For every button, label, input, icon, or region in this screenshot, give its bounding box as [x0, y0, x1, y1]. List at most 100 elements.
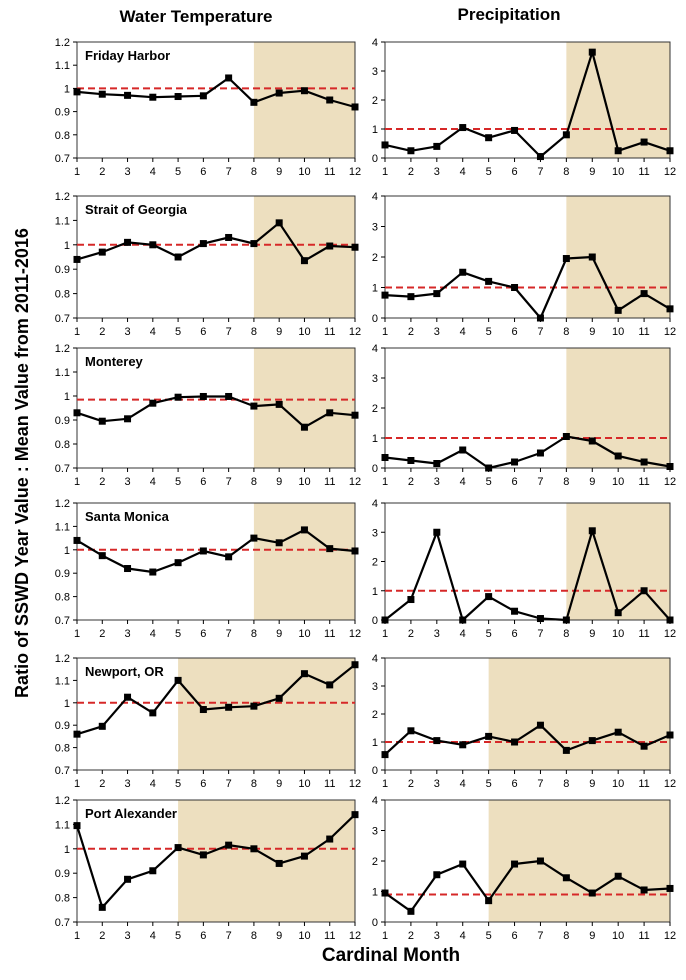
- panel-santa-monica-precipitation-ytick-label: 2: [372, 557, 378, 569]
- panel-port-alexander-water-temperature-point-m2: [98, 903, 106, 911]
- panel-newport-or-water-temperature-xtick-label: 4: [150, 778, 156, 790]
- panel-port-alexander-water-temperature-xtick-label: 11: [324, 930, 335, 942]
- panel-strait-of-georgia-precipitation-xtick-label: 2: [408, 326, 414, 338]
- panel-santa-monica-precipitation-ytick-label: 4: [372, 498, 378, 510]
- panel-friday-harbor-water-temperature-point-m5: [174, 93, 182, 101]
- panel-friday-harbor-water-temperature-site-label: Friday Harbor: [85, 48, 170, 63]
- panel-strait-of-georgia-water-temperature-site-label: Strait of Georgia: [85, 202, 188, 217]
- panel-newport-or-water-temperature-xtick-label: 7: [226, 778, 232, 790]
- panel-monterey-water-temperature-point-m5: [174, 393, 182, 401]
- panel-friday-harbor-water-temperature-point-m12: [351, 103, 359, 111]
- panel-strait-of-georgia-precipitation-xtick-label: 7: [537, 326, 543, 338]
- panel-port-alexander-water-temperature-point-m9: [275, 859, 283, 867]
- panel-strait-of-georgia-precipitation-point-m12: [666, 305, 674, 313]
- panel-monterey-precipitation-ytick-label: 1: [372, 433, 378, 445]
- panel-monterey-water-temperature-point-m11: [326, 409, 334, 417]
- panel-monterey-water-temperature-frame: [76, 347, 356, 469]
- panel-santa-monica-precipitation-xtick-label: 8: [563, 628, 569, 640]
- panel-port-alexander-water-temperature-point-m1: [73, 822, 81, 830]
- panel-santa-monica-precipitation-ytick-label: 3: [372, 527, 378, 539]
- column-title-precipitation: Precipitation: [458, 5, 561, 24]
- panel-port-alexander-precipitation-point-m12: [666, 884, 674, 892]
- panel-strait-of-georgia-precipitation-point-m7: [536, 314, 544, 322]
- panel-strait-of-georgia-water-temperature-xtick-label: 10: [298, 326, 310, 338]
- panel-strait-of-georgia-water-temperature-xtick-label: 5: [175, 326, 181, 338]
- panel-friday-harbor-water-temperature-frame: [76, 41, 356, 159]
- panel-monterey-precipitation-ytick-label: 0: [372, 463, 378, 475]
- panel-santa-monica-water-temperature-ytick-label: 0.9: [55, 568, 70, 580]
- panel-newport-or-precipitation-xtick-label: 12: [664, 778, 676, 790]
- panel-santa-monica-water-temperature-site-label: Santa Monica: [85, 509, 170, 524]
- panel-strait-of-georgia-water-temperature-point-m4: [149, 241, 157, 249]
- panel-newport-or-precipitation-point-m7: [536, 721, 544, 729]
- panel-monterey-water-temperature-xtick-label: 5: [175, 476, 181, 488]
- panel-port-alexander-precipitation-xtick-label: 9: [589, 930, 595, 942]
- panel-strait-of-georgia-precipitation-point-m11: [640, 290, 648, 298]
- panel-strait-of-georgia-water-temperature-ytick-label: 0.8: [55, 289, 70, 301]
- panel-friday-harbor-precipitation-point-m1: [381, 141, 389, 149]
- panel-friday-harbor-precipitation-point-m3: [433, 142, 441, 150]
- panel-newport-or-water-temperature-xtick-label: 3: [124, 778, 130, 790]
- panel-santa-monica-water-temperature-xtick-label: 4: [150, 628, 156, 640]
- panel-monterey-water-temperature-ytick-label: 1.1: [55, 367, 70, 379]
- panel-port-alexander-precipitation-xtick-label: 5: [486, 930, 492, 942]
- panel-friday-harbor-water-temperature-xtick-label: 7: [226, 166, 232, 178]
- panel-strait-of-georgia-water-temperature-ytick-label: 1.1: [55, 215, 70, 227]
- panel-friday-harbor-precipitation-point-m5: [485, 134, 493, 142]
- panel-strait-of-georgia-precipitation-point-m1: [381, 291, 389, 299]
- panel-newport-or-precipitation-xtick-label: 5: [486, 778, 492, 790]
- panel-port-alexander-precipitation-xtick-label: 4: [460, 930, 466, 942]
- panel-strait-of-georgia-water-temperature-point-m3: [124, 238, 132, 246]
- panel-monterey-precipitation-shade-region: [566, 348, 670, 468]
- panel-strait-of-georgia-water-temperature-point-m12: [351, 243, 359, 251]
- panel-port-alexander-water-temperature-ytick-label: 1.2: [55, 795, 70, 807]
- panel-santa-monica-water-temperature-point-m7: [225, 553, 233, 561]
- panel-friday-harbor-water-temperature-point-m11: [326, 96, 334, 104]
- panel-monterey-water-temperature-point-m1: [73, 409, 81, 417]
- panel-friday-harbor-water-temperature-point-m2: [98, 90, 106, 98]
- panel-santa-monica-water-temperature-shade-region: [253, 503, 355, 620]
- panel-newport-or-water-temperature-ytick-label: 1.2: [55, 653, 70, 665]
- panel-monterey-water-temperature-point-m2: [98, 417, 106, 425]
- panel-monterey-precipitation-series-line: [384, 435, 671, 470]
- panel-santa-monica-water-temperature-point-m2: [98, 552, 106, 560]
- panel-friday-harbor-water-temperature-xtick-label: 5: [175, 166, 181, 178]
- panel-newport-or-precipitation-xtick-label: 7: [537, 778, 543, 790]
- column-title-water-temperature: Water Temperature: [119, 7, 272, 26]
- panel-friday-harbor-water-temperature-point-m3: [124, 91, 132, 99]
- panel-santa-monica-precipitation-point-m8: [562, 616, 570, 624]
- panel-port-alexander-precipitation-point-m4: [459, 860, 467, 868]
- panel-monterey-water-temperature-point-m10: [300, 423, 308, 431]
- panel-newport-or-precipitation-point-m6: [511, 738, 519, 746]
- panel-monterey-water-temperature-xtick-label: 6: [200, 476, 206, 488]
- panel-santa-monica-water-temperature-point-m3: [124, 565, 132, 573]
- panel-port-alexander-water-temperature-xtick-label: 3: [124, 930, 130, 942]
- panel-port-alexander-water-temperature-xtick-label: 1: [74, 930, 80, 942]
- panel-monterey-water-temperature-xtick-label: 10: [298, 476, 310, 488]
- panel-port-alexander-precipitation-point-m11: [640, 886, 648, 894]
- panel-port-alexander-water-temperature-xtick-label: 7: [226, 930, 232, 942]
- panel-newport-or-precipitation-point-m3: [433, 737, 441, 745]
- panel-santa-monica-precipitation-point-m5: [485, 593, 493, 601]
- panel-port-alexander-water-temperature-xtick-label: 9: [276, 930, 282, 942]
- panel-newport-or-precipitation-point-m11: [640, 742, 648, 750]
- panel-friday-harbor-precipitation-ytick-label: 2: [372, 95, 378, 107]
- panel-santa-monica-water-temperature-xtick-label: 10: [298, 628, 310, 640]
- panel-santa-monica-precipitation-xtick-label: 5: [486, 628, 492, 640]
- panel-friday-harbor-water-temperature-ytick-label: 1: [64, 83, 70, 95]
- panel-monterey-precipitation-point-m9: [588, 437, 596, 445]
- panel-newport-or-precipitation-series-line: [384, 724, 671, 756]
- panel-santa-monica-precipitation-ytick-label: 1: [372, 586, 378, 598]
- panel-strait-of-georgia-water-temperature-series-line: [76, 221, 356, 262]
- panel-strait-of-georgia-precipitation-point-m4: [459, 268, 467, 276]
- panel-santa-monica-water-temperature-point-m8: [250, 534, 258, 542]
- panel-newport-or-precipitation-point-m12: [666, 731, 674, 739]
- panel-santa-monica-water-temperature-point-m4: [149, 568, 157, 576]
- panel-santa-monica-precipitation-point-m9: [588, 527, 596, 535]
- panel-newport-or-water-temperature-point-m2: [98, 722, 106, 730]
- panel-monterey-water-temperature-xtick-label: 3: [124, 476, 130, 488]
